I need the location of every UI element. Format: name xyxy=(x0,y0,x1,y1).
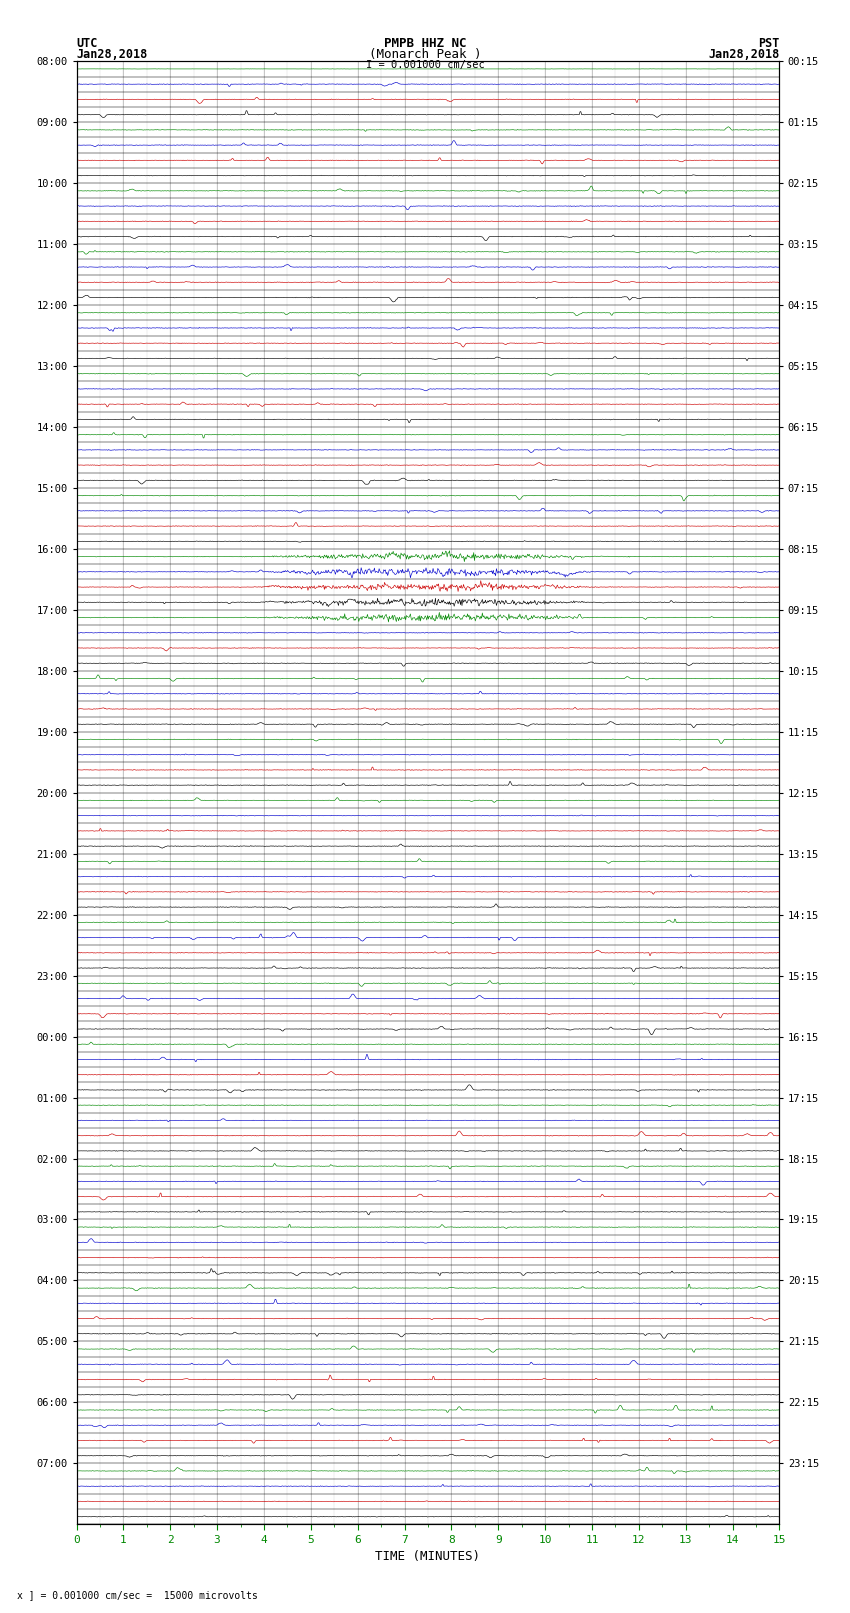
Text: UTC: UTC xyxy=(76,37,98,50)
Text: x ] = 0.001000 cm/sec =  15000 microvolts: x ] = 0.001000 cm/sec = 15000 microvolts xyxy=(17,1590,258,1600)
Text: (Monarch Peak ): (Monarch Peak ) xyxy=(369,48,481,61)
Text: PMPB HHZ NC: PMPB HHZ NC xyxy=(383,37,467,50)
Text: PST: PST xyxy=(758,37,779,50)
Text: Jan28,2018: Jan28,2018 xyxy=(708,48,779,61)
Text: I = 0.001000 cm/sec: I = 0.001000 cm/sec xyxy=(366,60,484,69)
X-axis label: TIME (MINUTES): TIME (MINUTES) xyxy=(376,1550,480,1563)
Text: Jan28,2018: Jan28,2018 xyxy=(76,48,148,61)
